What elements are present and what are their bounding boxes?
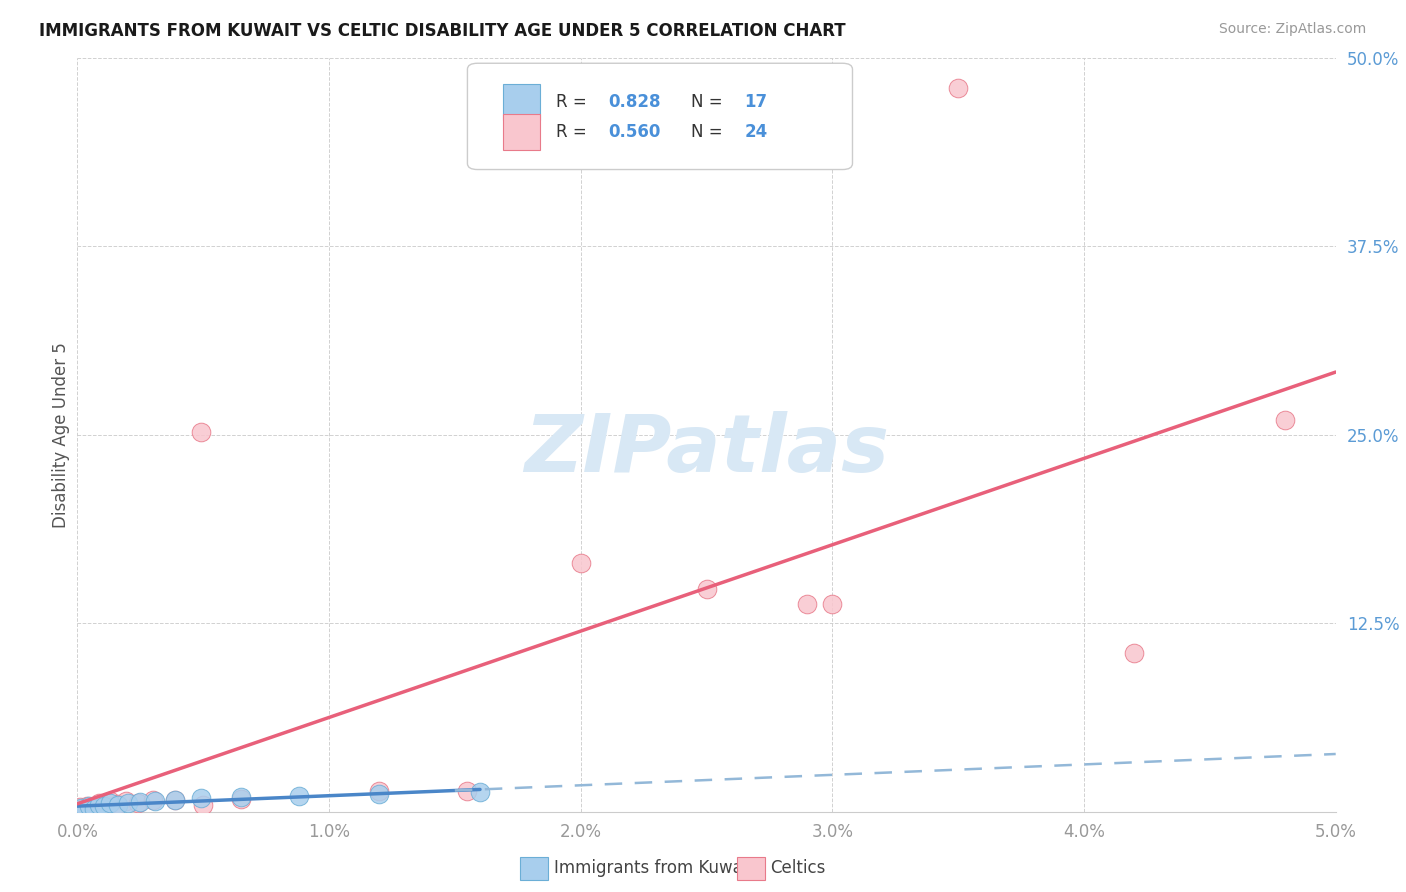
- Point: [98, 797, 121, 811]
- Point: [569, 556, 592, 570]
- Text: Source: ZipAtlas.com: Source: ZipAtlas.com: [1219, 22, 1367, 37]
- Point: [73, 802, 96, 816]
- Y-axis label: Disability Age Under 5: Disability Age Under 5: [52, 342, 70, 528]
- Text: IMMIGRANTS FROM KUWAIT VS CELTIC DISABILITY AGE UNDER 5 CORRELATION CHART: IMMIGRANTS FROM KUWAIT VS CELTIC DISABIL…: [39, 22, 846, 40]
- Point: [1274, 413, 1296, 427]
- Text: 17: 17: [744, 93, 768, 111]
- Point: [796, 597, 818, 611]
- Point: [98, 795, 121, 809]
- Point: [143, 794, 166, 808]
- Point: [87, 797, 110, 811]
- Point: [368, 783, 391, 797]
- Point: [229, 790, 252, 805]
- Point: [129, 795, 152, 809]
- Text: N =: N =: [692, 93, 728, 111]
- Text: 24: 24: [744, 123, 768, 141]
- Point: [76, 798, 98, 813]
- Point: [190, 791, 212, 805]
- Point: [948, 81, 970, 95]
- Point: [468, 785, 491, 799]
- Point: [127, 796, 149, 810]
- Point: [87, 797, 110, 812]
- Point: [83, 802, 105, 816]
- Text: Celtics: Celtics: [770, 859, 825, 877]
- Point: [190, 425, 212, 439]
- Point: [93, 798, 115, 813]
- Point: [142, 792, 165, 806]
- Point: [115, 795, 138, 809]
- Point: [107, 797, 129, 812]
- FancyBboxPatch shape: [467, 63, 852, 169]
- Text: R =: R =: [555, 123, 592, 141]
- Point: [821, 597, 844, 611]
- Point: [82, 802, 104, 816]
- Point: [696, 582, 718, 596]
- Point: [1123, 647, 1146, 661]
- Point: [165, 793, 187, 807]
- Text: ZIPatlas: ZIPatlas: [524, 411, 889, 489]
- Point: [288, 789, 311, 803]
- Point: [93, 797, 115, 812]
- Point: [368, 787, 391, 801]
- FancyBboxPatch shape: [503, 84, 540, 120]
- Point: [72, 801, 94, 815]
- FancyBboxPatch shape: [503, 114, 540, 150]
- Point: [107, 797, 129, 812]
- Text: 0.560: 0.560: [609, 123, 661, 141]
- Point: [70, 801, 93, 815]
- Point: [191, 797, 215, 812]
- Point: [165, 793, 187, 807]
- Text: 0.828: 0.828: [609, 93, 661, 111]
- Text: Immigrants from Kuwait: Immigrants from Kuwait: [554, 859, 754, 877]
- Point: [229, 792, 252, 806]
- Text: N =: N =: [692, 123, 728, 141]
- Point: [77, 799, 100, 814]
- Point: [69, 800, 91, 814]
- Point: [117, 796, 139, 810]
- Point: [456, 783, 478, 797]
- Text: R =: R =: [555, 93, 592, 111]
